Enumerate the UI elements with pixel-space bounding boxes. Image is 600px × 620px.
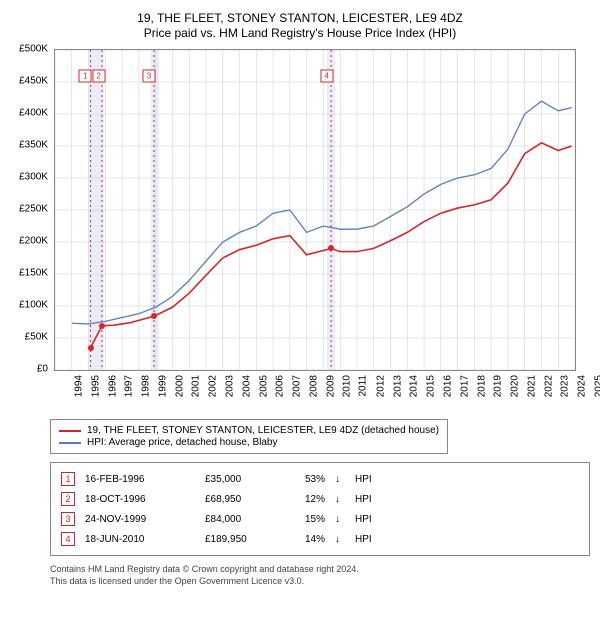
- event-row-marker: 3: [61, 512, 75, 526]
- event-price: £35,000: [205, 474, 305, 485]
- y-axis-label: £200K: [10, 236, 48, 247]
- footnote-line-2: This data is licensed under the Open Gov…: [50, 576, 590, 588]
- legend: 19, THE FLEET, STONEY STANTON, LEICESTER…: [50, 419, 448, 454]
- sale-point: [88, 345, 94, 351]
- x-axis-label: 2025: [593, 375, 600, 397]
- event-row: 4 18-JUN-2010£189,95014%↓HPI: [61, 529, 579, 549]
- event-date: 18-OCT-1996: [85, 494, 205, 505]
- event-price: £84,000: [205, 514, 305, 525]
- event-row-marker: 1: [61, 472, 75, 486]
- x-axis-label: 2023: [560, 375, 571, 397]
- chart-area: 12 3 4 £0 £50K £100K £150K £200K £250K £300K £350K…: [10, 41, 590, 411]
- event-row: 1 16-FEB-1996£35,00053%↓HPI: [61, 469, 579, 489]
- legend-label: HPI: Average price, detached house, Blab…: [87, 437, 278, 448]
- x-axis-label: 2003: [224, 375, 235, 397]
- event-suffix: HPI: [355, 514, 385, 525]
- x-axis-label: 2024: [576, 375, 587, 397]
- y-axis-label: £450K: [10, 76, 48, 87]
- event-date: 16-FEB-1996: [85, 474, 205, 485]
- down-arrow-icon: ↓: [335, 474, 355, 485]
- x-axis-label: 2001: [191, 375, 202, 397]
- event-pct: 12%: [305, 494, 335, 505]
- event-suffix: HPI: [355, 534, 385, 545]
- x-axis-label: 2019: [493, 375, 504, 397]
- footnote-line-1: Contains HM Land Registry data © Crown c…: [50, 564, 590, 576]
- legend-swatch: [59, 442, 81, 444]
- y-axis-label: £500K: [10, 44, 48, 55]
- event-pct: 14%: [305, 534, 335, 545]
- x-axis-label: 2017: [459, 375, 470, 397]
- x-axis-label: 1999: [157, 375, 168, 397]
- x-axis-label: 2021: [526, 375, 537, 397]
- event-marker: 4: [320, 69, 333, 82]
- y-axis-label: £0: [10, 364, 48, 375]
- x-axis-label: 2006: [275, 375, 286, 397]
- events-table: 116-FEB-1996£35,00053%↓HPI218-OCT-1996£6…: [50, 462, 590, 556]
- x-axis-label: 2010: [342, 375, 353, 397]
- title-line-1: 19, THE FLEET, STONEY STANTON, LEICESTER…: [10, 11, 590, 25]
- event-pct: 15%: [305, 514, 335, 525]
- x-axis-label: 1996: [107, 375, 118, 397]
- event-row-marker: 4: [61, 532, 75, 546]
- sale-point: [328, 245, 334, 251]
- x-axis-label: 1994: [73, 375, 84, 397]
- y-axis-label: £50K: [10, 332, 48, 343]
- x-axis-label: 2016: [442, 375, 453, 397]
- down-arrow-icon: ↓: [335, 494, 355, 505]
- x-axis-label: 2005: [258, 375, 269, 397]
- event-suffix: HPI: [355, 494, 385, 505]
- down-arrow-icon: ↓: [335, 514, 355, 525]
- y-axis-label: £150K: [10, 268, 48, 279]
- title-line-2: Price paid vs. HM Land Registry's House …: [10, 26, 590, 40]
- x-axis-label: 2002: [207, 375, 218, 397]
- x-axis-label: 2011: [358, 375, 369, 397]
- x-axis-label: 2008: [308, 375, 319, 397]
- event-row-marker: 2: [61, 492, 75, 506]
- x-axis-label: 2022: [543, 375, 554, 397]
- legend-swatch: [59, 430, 81, 432]
- y-axis-label: £350K: [10, 140, 48, 151]
- x-axis-label: 1997: [124, 375, 135, 397]
- x-axis-label: 2018: [476, 375, 487, 397]
- x-axis-label: 2009: [325, 375, 336, 397]
- event-row: 2 18-OCT-1996£68,95012%↓HPI: [61, 489, 579, 509]
- event-date: 18-JUN-2010: [85, 534, 205, 545]
- plot-area: 12 3 4: [54, 49, 576, 371]
- footnote: Contains HM Land Registry data © Crown c…: [50, 564, 590, 587]
- event-row: 3 24-NOV-1999£84,00015%↓HPI: [61, 509, 579, 529]
- event-marker: 1: [79, 69, 92, 82]
- legend-item: HPI: Average price, detached house, Blab…: [59, 437, 439, 448]
- y-axis-label: £300K: [10, 172, 48, 183]
- x-axis-label: 2012: [375, 375, 386, 397]
- x-axis-label: 2015: [426, 375, 437, 397]
- x-axis-label: 2000: [174, 375, 185, 397]
- chart-title-block: 19, THE FLEET, STONEY STANTON, LEICESTER…: [10, 11, 590, 40]
- x-axis-label: 2020: [509, 375, 520, 397]
- event-price: £68,950: [205, 494, 305, 505]
- y-axis-label: £250K: [10, 204, 48, 215]
- x-axis-label: 2004: [241, 375, 252, 397]
- y-axis-label: £400K: [10, 108, 48, 119]
- event-price: £189,950: [205, 534, 305, 545]
- event-marker: 2: [92, 69, 105, 82]
- event-marker: 3: [142, 69, 155, 82]
- legend-label: 19, THE FLEET, STONEY STANTON, LEICESTER…: [87, 425, 439, 436]
- x-axis-label: 1995: [90, 375, 101, 397]
- legend-item: 19, THE FLEET, STONEY STANTON, LEICESTER…: [59, 425, 439, 436]
- down-arrow-icon: ↓: [335, 534, 355, 545]
- x-axis-label: 2007: [291, 375, 302, 397]
- event-date: 24-NOV-1999: [85, 514, 205, 525]
- event-pct: 53%: [305, 474, 335, 485]
- event-suffix: HPI: [355, 474, 385, 485]
- sale-point: [151, 313, 157, 319]
- x-axis-label: 1998: [140, 375, 151, 397]
- sale-point: [99, 323, 105, 329]
- x-axis-label: 2014: [409, 375, 420, 397]
- x-axis-label: 2013: [392, 375, 403, 397]
- y-axis-label: £100K: [10, 300, 48, 311]
